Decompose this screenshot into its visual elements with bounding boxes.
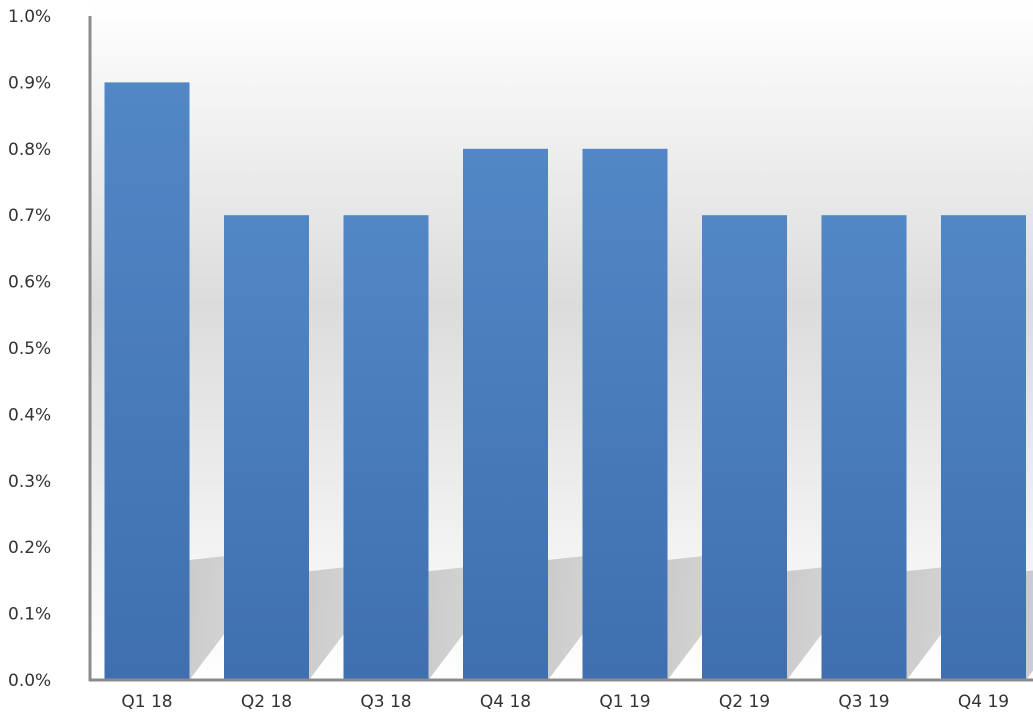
y-tick-label: 0.0% bbox=[8, 671, 51, 691]
y-tick-label: 0.7% bbox=[8, 206, 51, 226]
y-tick-label: 0.6% bbox=[8, 273, 51, 293]
x-tick-label: Q3 18 bbox=[360, 692, 411, 712]
bar-q1-19 bbox=[582, 148, 668, 681]
x-tick-label: Q2 19 bbox=[719, 692, 770, 712]
bars bbox=[104, 82, 1026, 681]
bar-shadow bbox=[428, 561, 519, 680]
y-tick-label: 0.4% bbox=[8, 405, 51, 425]
bar-q1-18 bbox=[104, 82, 190, 680]
bar-shadow bbox=[787, 561, 877, 680]
y-tick-label: 0.5% bbox=[8, 339, 51, 359]
x-tick-label: Q4 19 bbox=[958, 692, 1009, 712]
y-tick-label: 0.3% bbox=[8, 472, 51, 492]
y-axis-ticks: 0.0% 0.1% 0.2% 0.3% 0.4% 0.5% 0.6% 0.7% 0.8% 0.9%… bbox=[8, 7, 51, 691]
bar-q2-19 bbox=[702, 215, 787, 680]
bar-q3-18 bbox=[343, 215, 429, 680]
x-tick-label: Q3 19 bbox=[838, 692, 889, 712]
bar-q2-18 bbox=[224, 215, 309, 680]
y-tick-label: 0.9% bbox=[8, 73, 51, 93]
bar-q4-18 bbox=[463, 148, 548, 681]
x-axis-labels: Q1 18 Q2 18 Q3 18 Q4 18 Q1 19 Q2 19 Q3 19 Q4 19 bbox=[121, 692, 1009, 712]
x-tick-label: Q4 18 bbox=[480, 692, 531, 712]
x-tick-label: Q1 18 bbox=[121, 692, 172, 712]
y-tick-label: 0.1% bbox=[8, 605, 51, 625]
bar-q3-19 bbox=[821, 215, 907, 680]
y-tick-label: 0.2% bbox=[8, 538, 51, 558]
bar-q4-19 bbox=[941, 215, 1026, 680]
x-tick-label: Q1 19 bbox=[599, 692, 650, 712]
bar-shadow bbox=[1026, 570, 1033, 680]
x-tick-label: Q2 18 bbox=[241, 692, 292, 712]
y-tick-label: 1.0% bbox=[8, 7, 51, 27]
bar-shadow bbox=[309, 561, 399, 680]
y-tick-label: 0.8% bbox=[8, 140, 51, 160]
bar-shadow bbox=[906, 561, 997, 680]
